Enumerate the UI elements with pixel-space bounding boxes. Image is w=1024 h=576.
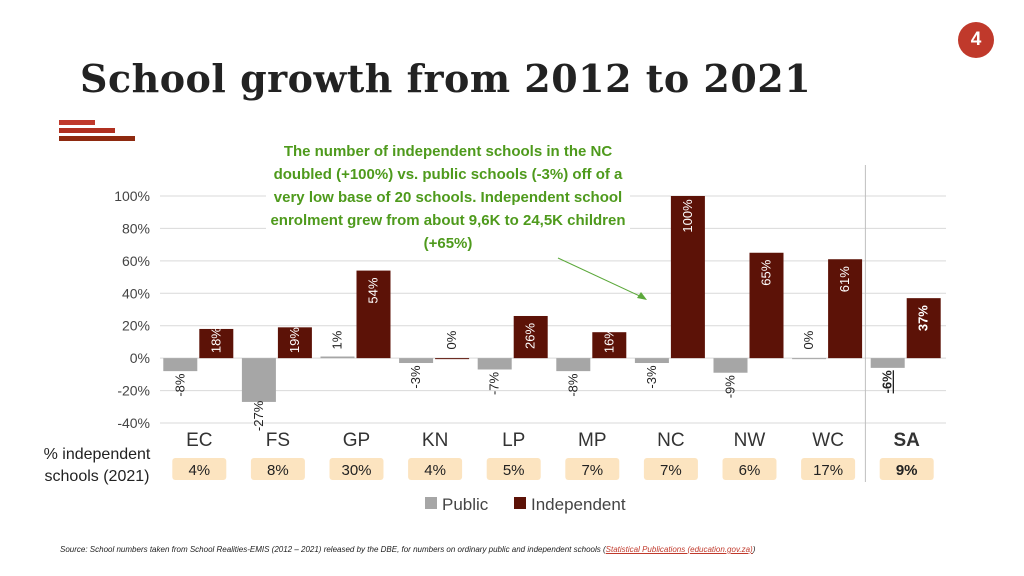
public-bar [713,358,748,373]
public-bar [792,358,827,360]
independent-bar [277,327,312,359]
public-value-label: 0% [801,330,816,349]
category-label: KN [422,430,448,451]
independent-value-label: 19% [287,327,302,353]
public-bar [477,358,512,370]
share-pill [486,458,541,480]
public-bar [241,358,276,402]
category-label: LP [502,430,525,451]
independent-value-label: 37% [916,305,931,331]
legend-label-independent: Independent [531,495,626,514]
share-pill [643,458,698,480]
source-text: Source: School numbers taken from School… [60,545,606,554]
share-pill [801,458,856,480]
share-value: 9% [896,462,918,479]
independent-value-label: 61% [837,266,852,292]
share-value: 7% [660,462,682,479]
independent-bar [749,252,784,359]
source-note: Source: School numbers taken from School… [60,545,755,554]
category-label: GP [343,430,370,451]
share-pill [879,458,934,480]
source-suffix: ) [752,545,756,554]
share-value: 17% [813,462,843,479]
page-title: School growth from 2012 to 2021 [80,56,812,101]
title-accent-bar-3 [59,136,135,141]
public-value-label: -8% [565,373,580,397]
independent-bar [356,270,391,359]
independent-value-label: 18% [208,327,223,353]
share-value: 6% [739,462,761,479]
share-pill [722,458,777,480]
independent-value-label: 65% [759,259,774,285]
category-label: SA [893,430,920,451]
y-tick-label: 0% [130,350,150,366]
y-tick-label: 40% [122,285,150,301]
category-label: NC [657,430,684,451]
share-pill [408,458,463,480]
share-value: 7% [581,462,603,479]
public-value-label: -3% [644,365,659,389]
independent-value-label: 100% [680,199,695,233]
independent-value-label: 16% [601,327,616,353]
independent-value-label: 0% [444,330,459,349]
public-value-label: -27% [251,400,266,431]
public-bar [163,358,198,372]
public-bar [556,358,591,372]
y-tick-label: -40% [117,415,150,431]
annotation-arrow-head [637,292,647,300]
slide-number: 4 [970,29,982,50]
independent-bar [670,196,705,359]
independent-value-label: 26% [523,323,538,349]
independent-bar [513,315,548,359]
legend-swatch-independent [514,497,526,509]
public-value-label: -3% [408,365,423,389]
y-tick-label: 100% [114,188,150,204]
independent-bar [435,358,470,360]
category-label: NW [734,430,766,451]
public-bar [399,358,434,364]
share-pill [172,458,227,480]
legend-label-public: Public [442,495,489,514]
share-value: 4% [424,462,446,479]
public-value-label: -9% [723,375,738,399]
category-label: WC [812,430,844,451]
category-label: MP [578,430,607,451]
public-bar [634,358,669,364]
independent-bar [828,259,863,359]
share-value: 5% [503,462,525,479]
category-label: EC [186,430,212,451]
public-bar [870,358,905,368]
independent-value-label: 54% [366,277,381,303]
y-tick-label: 20% [122,318,150,334]
title-accent-bar-1 [59,120,95,125]
category-label: FS [266,430,290,451]
share-pill [329,458,384,480]
y-tick-label: 80% [122,220,150,236]
y-tick-label: -20% [117,383,150,399]
title-accent-bar-2 [59,128,115,133]
source-link[interactable]: Statistical Publications (education.gov.… [605,545,753,554]
independent-share-row-label: % independent schools (2021) [43,446,151,485]
public-value-label: -7% [487,371,502,395]
share-value: 8% [267,462,289,479]
y-tick-label: 60% [122,253,150,269]
share-value: 4% [188,462,210,479]
independent-bar [592,332,627,359]
independent-bar [906,298,941,359]
slide-number-badge: 4 [958,22,994,58]
public-bar [320,356,355,359]
independent-bar [199,328,234,359]
share-pill [565,458,620,480]
share-pill [250,458,305,480]
legend-swatch-public [425,497,437,509]
public-value-label: 1% [330,330,345,349]
public-value-label: -8% [172,373,187,397]
share-value: 30% [341,462,371,479]
chart-annotation: The number of independent schools in the… [266,140,630,255]
public-value-label: -6% [880,370,895,394]
annotation-arrow-line [557,257,645,299]
